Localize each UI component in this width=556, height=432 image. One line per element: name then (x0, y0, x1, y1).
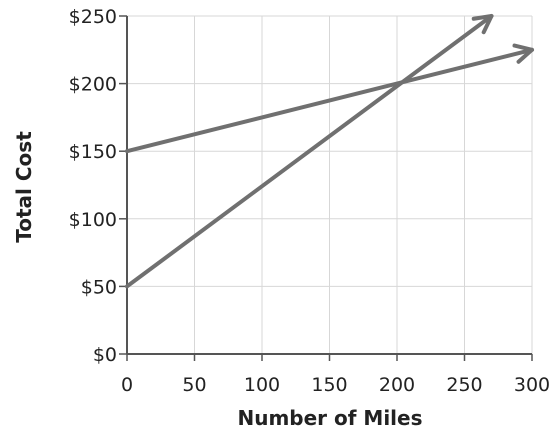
series-layer (125, 14, 534, 289)
y-tick-label: $0 (93, 344, 117, 366)
y-tick-label: $50 (81, 276, 117, 298)
arrowhead-icon (512, 43, 534, 64)
y-tick-label: $100 (69, 209, 117, 231)
y-tick-label: $200 (69, 74, 117, 96)
x-axis-title: Number of Miles (237, 406, 422, 430)
x-tick-label: 0 (121, 374, 133, 396)
series-line-2 (125, 14, 494, 289)
tick-labels: 0 50 100 150 200 250 300 $0 $50 $100 $150 $200 $250 (69, 6, 550, 396)
x-tick-label: 250 (446, 374, 482, 396)
y-tick-label: $150 (69, 141, 117, 163)
series-line-1 (125, 47, 534, 154)
x-tick-label: 150 (311, 374, 347, 396)
arrowhead-icon (471, 14, 494, 35)
y-tick-label: $250 (69, 6, 117, 28)
grid (127, 15, 533, 354)
x-tick-label: 50 (182, 374, 206, 396)
x-tick-label: 100 (244, 374, 280, 396)
x-tick-label: 200 (379, 374, 415, 396)
axes (119, 15, 533, 361)
y-axis-title: Total Cost (12, 131, 36, 243)
x-tick-label: 300 (514, 374, 550, 396)
